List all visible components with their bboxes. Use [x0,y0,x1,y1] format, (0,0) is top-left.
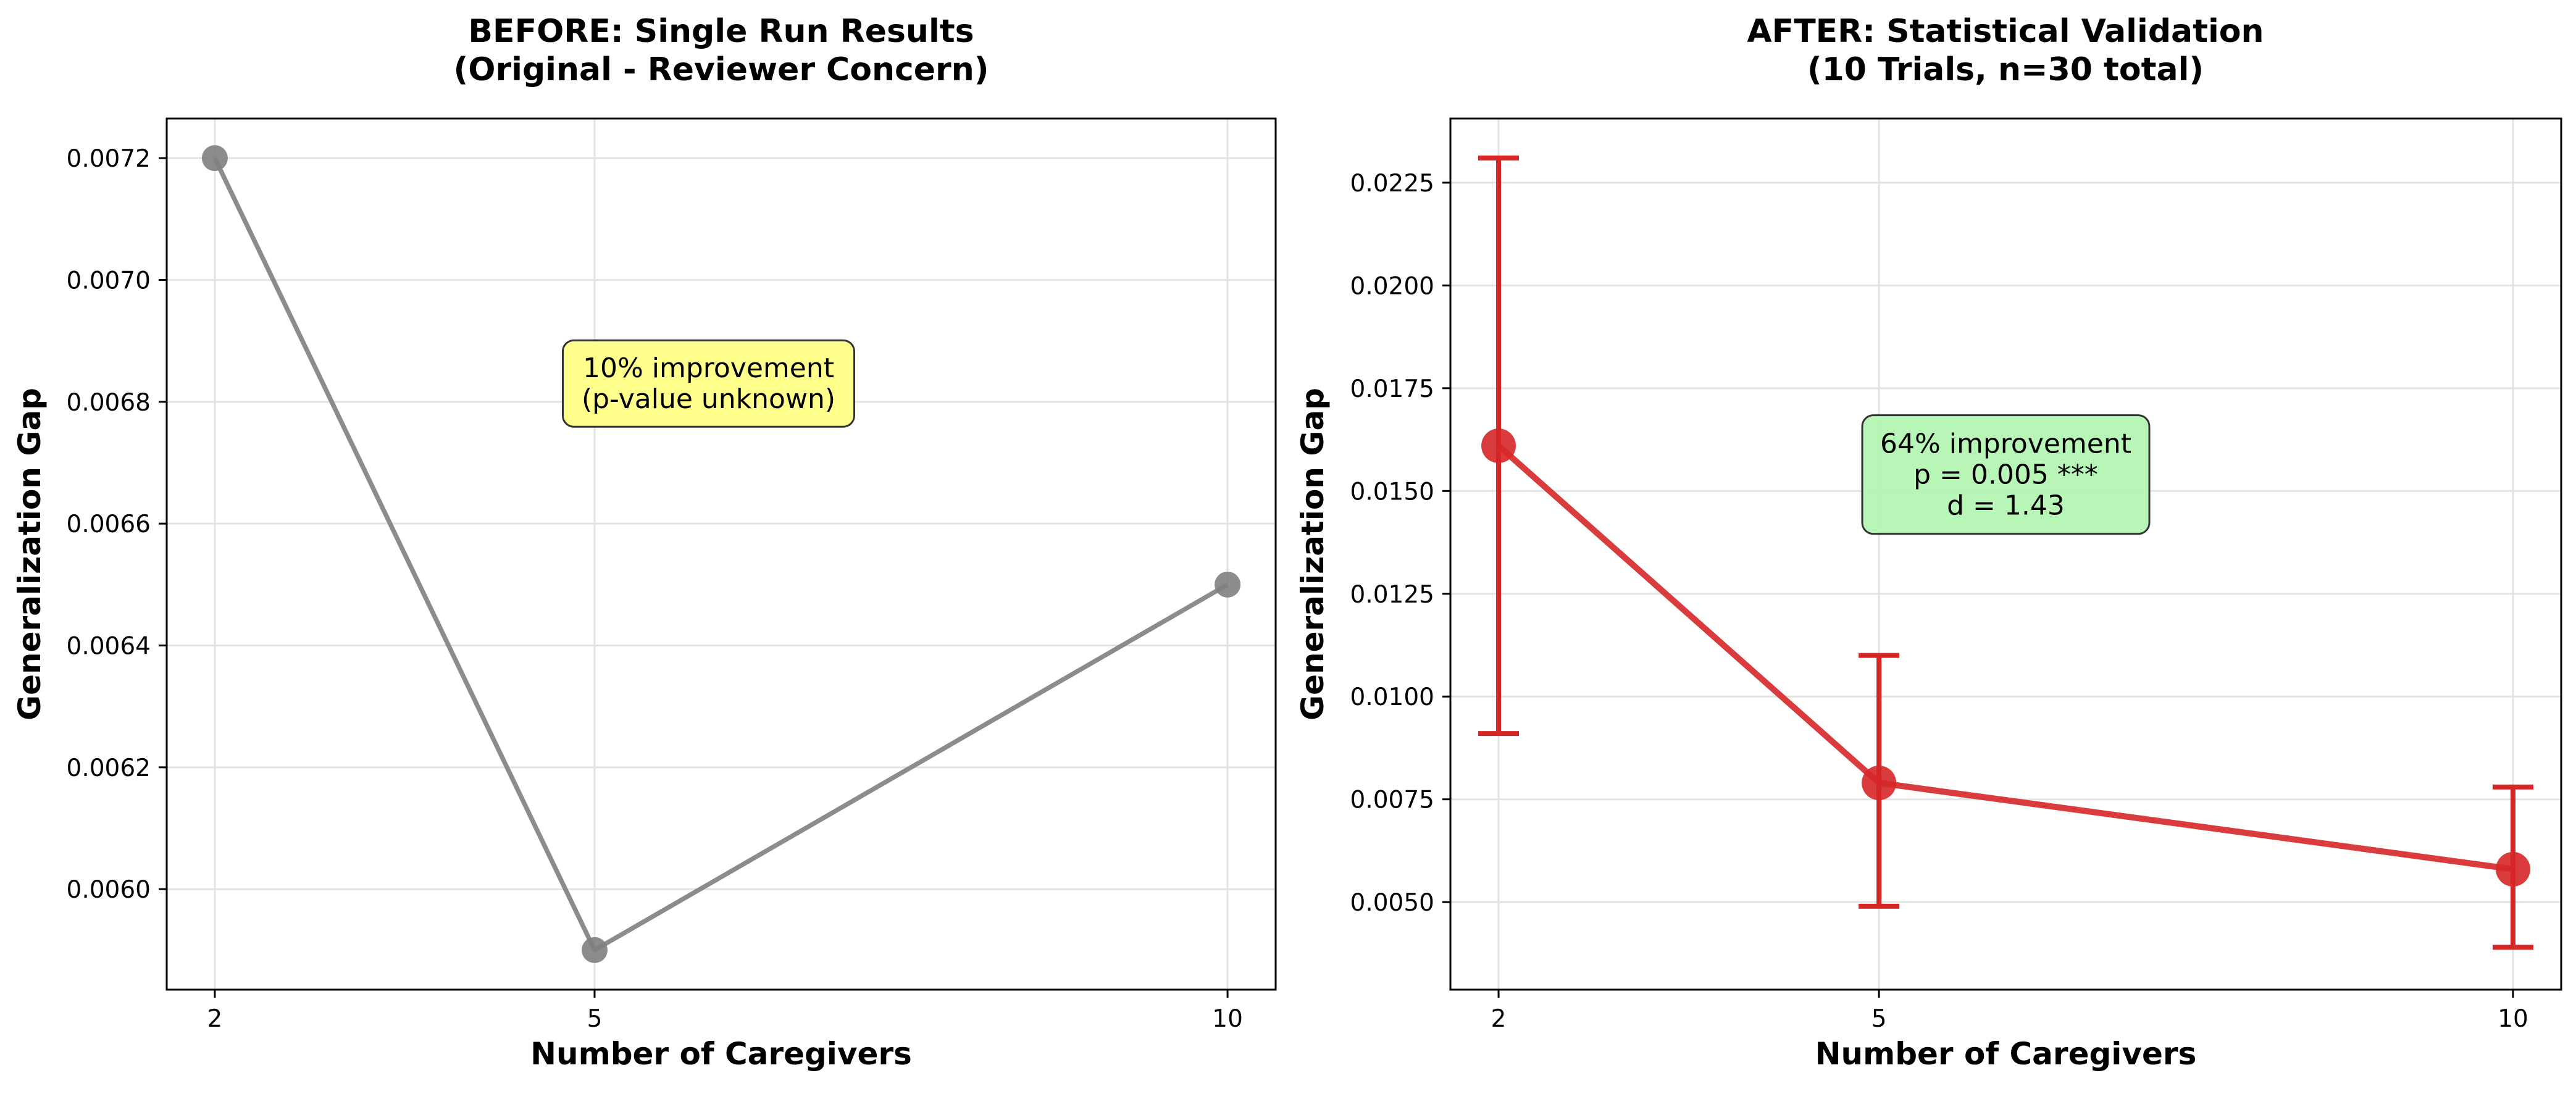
y-tick-label: 0.0068 [67,389,151,417]
data-point [581,937,608,963]
x-axis-label: Number of Caregivers [530,1036,912,1072]
data-point [201,145,228,172]
x-tick-label: 5 [1871,1005,1887,1033]
y-axis-label: Generalization Gap [1295,388,1331,720]
x-tick-label: 5 [587,1005,603,1033]
y-tick-label: 0.0150 [1350,478,1434,506]
annotation-text-line: (p-value unknown) [582,383,835,415]
annotation-text-line: d = 1.43 [1947,490,2065,522]
chart-title-line: (10 Trials, n=30 total) [1807,51,2204,88]
plot-frame [165,117,1277,991]
series [201,145,1241,963]
data-point [2495,851,2530,887]
y-tick-label: 0.0100 [1350,683,1434,711]
annotation-text-line: 64% improvement [1880,428,2131,460]
series [1478,155,2533,950]
annotation-box: 10% improvement(p-value unknown) [561,339,855,428]
y-tick-label: 0.0070 [67,267,151,294]
chart-panel-2: 2 5 10 0.0050 0.0075 0.0100 0.0125 0.0150 0.0175… [1295,13,2562,1072]
plot-frame [1449,117,2562,991]
y-tick-label: 0.0175 [1350,375,1434,403]
x-axis-label: Number of Caregivers [1815,1036,2197,1072]
annotation-background [561,339,855,428]
annotation-background [1861,414,2151,535]
y-tick-label: 0.0060 [67,876,151,904]
y-tick-label: 0.0200 [1350,272,1434,300]
chart-title-line: (Original - Reviewer Concern) [454,51,989,88]
x-tick-label: 10 [1212,1005,1243,1033]
annotation-text-line: p = 0.005 *** [1913,459,2098,491]
chart-panel-1: 2 5 10 0.0060 0.0062 0.0064 0.0066 0.0068 0.0070… [12,13,1277,1072]
y-tick-label: 0.0064 [67,633,151,661]
chart-title-line: AFTER: Statistical Validation [1747,13,2264,50]
data-point [1862,766,1897,801]
x-tick-label: 10 [2498,1005,2528,1033]
x-tick-label: 2 [207,1005,222,1033]
y-tick-label: 0.0066 [67,511,151,538]
data-point [1215,571,1241,598]
y-tick-label: 0.0062 [67,754,151,782]
annotation-text-line: 10% improvement [583,353,834,384]
y-tick-label: 0.0125 [1350,581,1434,609]
y-axis-label: Generalization Gap [12,388,48,720]
y-tick-label: 0.0072 [67,145,151,173]
y-tick-label: 0.0075 [1350,787,1434,814]
y-tick-label: 0.0225 [1350,170,1434,198]
data-point [1481,428,1516,464]
x-tick-label: 2 [1491,1005,1507,1033]
y-tick-label: 0.0050 [1350,889,1434,917]
series-line [212,157,1229,953]
chart-title-line: BEFORE: Single Run Results [468,13,974,50]
